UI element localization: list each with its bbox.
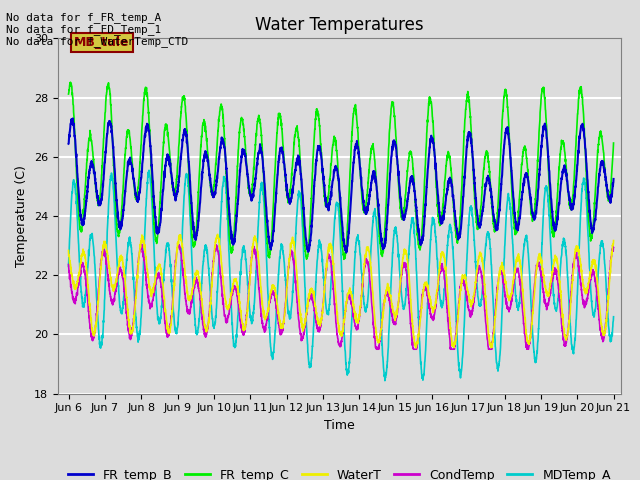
WaterT <box>127 330 134 336</box>
CondTemp <box>127 334 134 339</box>
MDTemp_A <box>381 378 388 384</box>
CondTemp <box>138 241 145 247</box>
MDTemp_A <box>145 168 153 173</box>
WaterT <box>65 248 72 253</box>
FR_temp_C <box>599 147 607 153</box>
FR_temp_C <box>274 119 282 125</box>
WaterT <box>599 332 607 338</box>
Text: MB_tule: MB_tule <box>74 36 129 49</box>
CondTemp <box>298 338 305 344</box>
MDTemp_A <box>127 241 134 247</box>
CondTemp <box>599 335 607 341</box>
X-axis label: Time: Time <box>324 419 355 432</box>
WaterT <box>610 238 618 243</box>
WaterT <box>274 305 282 311</box>
CondTemp <box>65 262 72 267</box>
FR_temp_B <box>599 159 607 165</box>
CondTemp <box>159 300 167 306</box>
FR_temp_C <box>65 91 72 97</box>
CondTemp <box>610 245 618 251</box>
FR_temp_C <box>298 178 305 183</box>
WaterT <box>214 231 221 237</box>
FR_temp_C <box>67 80 74 85</box>
Line: FR_temp_B: FR_temp_B <box>68 119 614 252</box>
FR_temp_B <box>298 177 305 182</box>
Line: WaterT: WaterT <box>68 234 614 348</box>
MDTemp_A <box>159 280 167 286</box>
Line: MDTemp_A: MDTemp_A <box>68 170 614 381</box>
Text: No data for f_WaterTemp_CTD: No data for f_WaterTemp_CTD <box>6 36 189 47</box>
WaterT <box>412 345 420 351</box>
Text: No data for f_FR_temp_A: No data for f_FR_temp_A <box>6 12 162 23</box>
FR_temp_C <box>541 94 548 100</box>
FR_temp_C <box>159 144 167 150</box>
FR_temp_B <box>342 250 350 255</box>
MDTemp_A <box>610 314 618 320</box>
FR_temp_C <box>127 145 134 151</box>
FR_temp_B <box>159 187 167 192</box>
Title: Water Temperatures: Water Temperatures <box>255 16 424 34</box>
FR_temp_B <box>127 160 134 166</box>
Legend: FR_temp_B, FR_temp_C, WaterT, CondTemp, MDTemp_A: FR_temp_B, FR_temp_C, WaterT, CondTemp, … <box>63 464 616 480</box>
FR_temp_B <box>69 116 77 121</box>
WaterT <box>541 279 548 285</box>
FR_temp_B <box>274 172 282 178</box>
WaterT <box>298 319 305 324</box>
FR_temp_C <box>610 140 618 146</box>
Text: No data for f_FD_Temp_1: No data for f_FD_Temp_1 <box>6 24 162 35</box>
MDTemp_A <box>298 205 305 211</box>
WaterT <box>159 281 167 287</box>
Line: CondTemp: CondTemp <box>68 244 614 349</box>
CondTemp <box>372 347 380 352</box>
Y-axis label: Temperature (C): Temperature (C) <box>15 165 28 267</box>
FR_temp_B <box>65 141 72 146</box>
FR_temp_B <box>541 123 548 129</box>
MDTemp_A <box>274 284 282 289</box>
FR_temp_C <box>340 256 348 262</box>
CondTemp <box>541 300 548 305</box>
CondTemp <box>274 314 282 320</box>
Line: FR_temp_C: FR_temp_C <box>68 83 614 259</box>
MDTemp_A <box>65 264 72 269</box>
MDTemp_A <box>541 194 548 200</box>
MDTemp_A <box>599 245 607 251</box>
FR_temp_B <box>610 176 618 182</box>
